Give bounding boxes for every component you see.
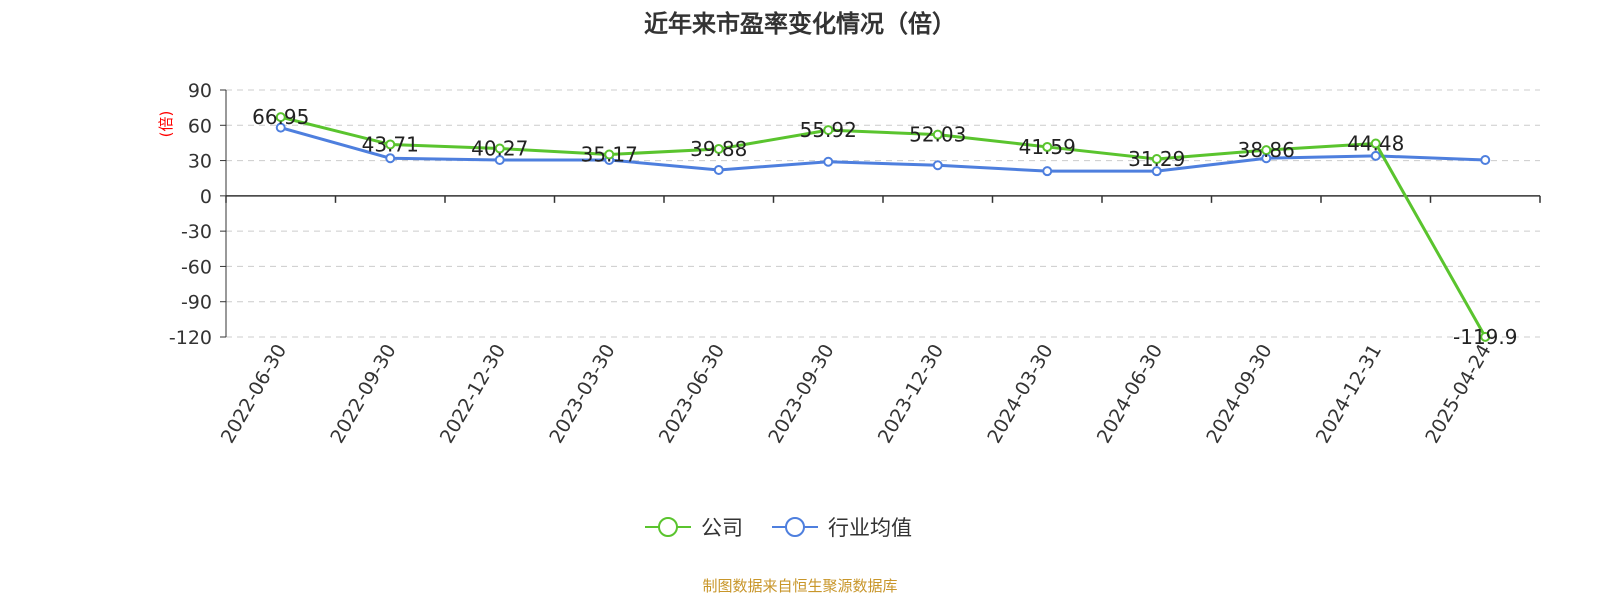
data-label: 43.71: [362, 132, 419, 156]
data-point: [1370, 138, 1381, 149]
data-label: 39.88: [690, 137, 747, 161]
x-tick-label: 2024-09-30: [1202, 341, 1276, 448]
y-tick-label: 0: [200, 186, 212, 208]
grid: [226, 89, 1540, 338]
data-point: [1261, 145, 1272, 156]
data-label: 31.29: [1128, 147, 1185, 171]
legend-label: 行业均值: [828, 516, 912, 540]
data-labels: 66.95 43.71 40.27 35.17 39.88 55.92 52.03 41.59…: [252, 105, 1517, 349]
source-note: 制图数据来自恒生聚源数据库: [702, 577, 897, 595]
legend-item-1[interactable]: 行业均值: [772, 516, 912, 540]
legend[interactable]: 公司 行业均值: [645, 516, 912, 540]
data-point: [494, 143, 505, 154]
x-tick-label: 2024-03-30: [983, 341, 1057, 448]
data-label: 55.92: [800, 118, 857, 142]
data-point: [932, 129, 943, 140]
data-label: 66.95: [252, 105, 309, 129]
x-tick-label: 2023-06-30: [655, 341, 729, 448]
data-label: 52.03: [909, 123, 966, 147]
legend-marker: [785, 517, 805, 537]
y-tick-label: -60: [181, 256, 212, 278]
x-tick-label: 2024-12-31: [1312, 341, 1386, 448]
data-point: [823, 156, 834, 167]
data-point: [385, 153, 396, 164]
y-tick-label: -120: [169, 327, 212, 349]
data-point: [1151, 166, 1162, 177]
data-point: [385, 139, 396, 150]
data-point: [1042, 166, 1053, 177]
data-point: [275, 122, 286, 133]
data-point: [713, 143, 724, 154]
data-label: 35.17: [581, 142, 638, 166]
series-layer: [275, 112, 1491, 342]
data-point: [494, 154, 505, 165]
legend-marker: [658, 517, 678, 537]
data-point: [1370, 150, 1381, 161]
data-label: -119.9: [1453, 325, 1517, 349]
y-tick-label: -30: [181, 221, 212, 243]
series-line-1: [280, 126, 1486, 173]
legend-label: 公司: [701, 516, 743, 540]
x-tick-label: 2023-09-30: [764, 341, 838, 448]
data-label: 38.86: [1238, 138, 1295, 162]
series-line-0: [280, 115, 1487, 338]
x-tick-label: 2023-12-30: [874, 341, 948, 448]
chart-title: 近年来市盈率变化情况（倍）: [644, 10, 956, 38]
data-point: [1480, 154, 1491, 165]
x-tick-label: 2022-12-30: [436, 341, 510, 448]
data-point: [275, 112, 286, 123]
x-tick-label: 2022-09-30: [326, 341, 400, 448]
y-tick-label: -90: [181, 292, 212, 314]
data-label: 44.48: [1347, 132, 1404, 156]
data-point: [713, 164, 724, 175]
x-tick-label: 2023-03-30: [545, 341, 619, 448]
data-point: [823, 125, 834, 136]
data-label: 40.27: [471, 136, 528, 160]
y-tick-label: 30: [188, 151, 212, 173]
x-tick-label: 2025-04-24: [1421, 341, 1495, 448]
y-axis-label: (倍): [157, 111, 175, 138]
y-tick-label: 60: [188, 115, 212, 137]
x-tick-label: 2024-06-30: [1093, 341, 1167, 448]
y-tick-label: 90: [188, 80, 212, 102]
data-point: [604, 149, 615, 160]
data-point: [932, 160, 943, 171]
data-point: [1042, 141, 1053, 152]
data-point: [1151, 154, 1162, 165]
x-tick-label: 2022-06-30: [217, 341, 291, 448]
legend-item-0[interactable]: 公司: [645, 516, 743, 540]
data-point: [1480, 331, 1491, 342]
data-label: 41.59: [1019, 135, 1076, 159]
